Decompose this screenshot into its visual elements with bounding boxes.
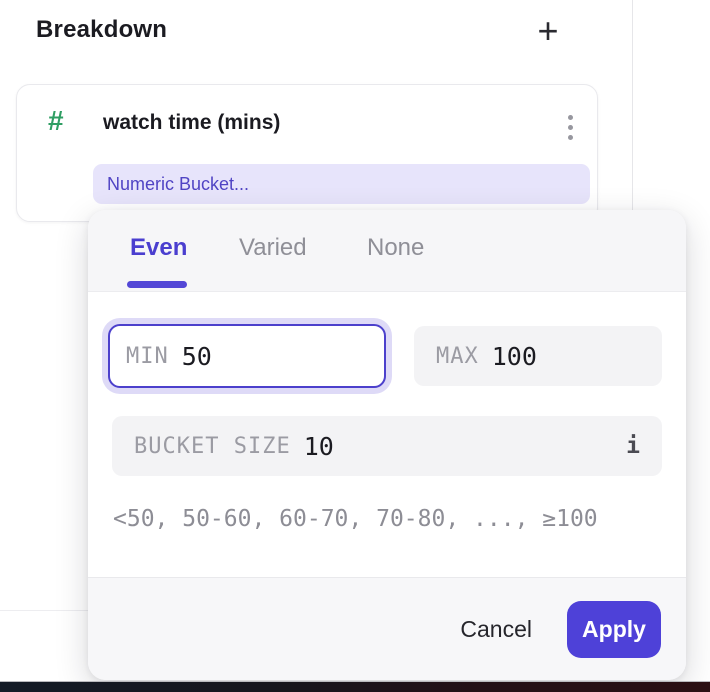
bucket-size-label: BUCKET SIZE	[134, 433, 291, 459]
plus-icon: +	[537, 10, 559, 51]
max-label: MAX	[436, 343, 479, 369]
bucketing-popover: Even Varied None MIN 50 MAX 100 BUCKET S…	[88, 210, 686, 680]
cancel-button[interactable]: Cancel	[460, 615, 532, 642]
add-breakdown-button[interactable]: +	[528, 8, 568, 54]
apply-button[interactable]: Apply	[567, 600, 661, 658]
max-value: 100	[491, 341, 537, 371]
kebab-dot	[567, 114, 573, 120]
numeric-property-icon: #	[48, 105, 64, 136]
max-input[interactable]: MAX 100	[414, 326, 662, 386]
popover-footer: Cancel Apply	[88, 577, 686, 680]
panel-divider	[632, 0, 633, 212]
background-chart-bar	[0, 681, 710, 692]
numeric-bucket-label: Numeric Bucket...	[107, 173, 250, 194]
breakdown-property-card: # watch time (mins) Numeric Bucket...	[16, 84, 598, 222]
min-label: MIN	[126, 343, 169, 369]
min-field-focus-ring: MIN 50	[102, 318, 392, 394]
kebab-dot	[567, 134, 573, 140]
bucket-size-input[interactable]: BUCKET SIZE 10 i	[112, 416, 662, 476]
kebab-menu-icon[interactable]	[557, 109, 583, 145]
bucketing-tabs-header: Even Varied None	[88, 210, 686, 292]
kebab-dot	[567, 124, 573, 130]
bucketing-body: MIN 50 MAX 100 BUCKET SIZE 10 i <50, 50-…	[88, 292, 686, 577]
min-input[interactable]: MIN 50	[108, 324, 386, 388]
bucket-preview-text: <50, 50-60, 60-70, 70-80, ..., ≥100	[113, 506, 598, 532]
tab-even[interactable]: Even	[130, 234, 188, 261]
tab-none[interactable]: None	[367, 234, 425, 261]
tab-varied[interactable]: Varied	[239, 234, 307, 261]
background-chart-edge	[0, 610, 88, 611]
active-tab-indicator	[127, 281, 187, 288]
info-icon[interactable]: i	[626, 433, 640, 459]
bucket-size-value: 10	[303, 431, 334, 461]
min-value: 50	[181, 341, 212, 371]
numeric-bucket-selector[interactable]: Numeric Bucket...	[93, 164, 590, 204]
property-name: watch time (mins)	[103, 111, 281, 134]
page-title: Breakdown	[36, 16, 168, 43]
